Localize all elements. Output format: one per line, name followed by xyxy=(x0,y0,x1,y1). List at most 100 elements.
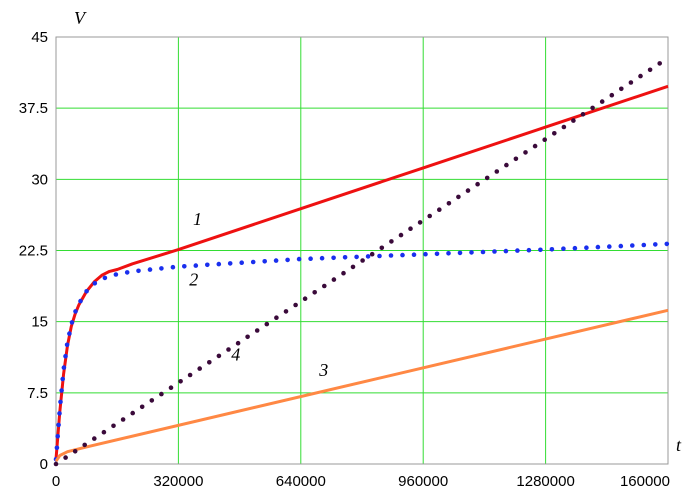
series-2-point xyxy=(73,309,78,314)
series-2-point xyxy=(69,320,75,325)
series-4-point xyxy=(628,80,634,85)
series-2-point xyxy=(630,243,635,248)
series-4-point xyxy=(302,296,308,302)
y-tick-labels: 0 7.5 15 22.5 30 37.5 45 xyxy=(19,29,48,473)
series-2-point xyxy=(55,434,60,439)
series-2-point xyxy=(607,244,612,249)
series-4-point xyxy=(542,137,547,142)
curve-label-4: 4 xyxy=(231,345,240,365)
series-2-point xyxy=(67,331,72,336)
y-tick-label: 7.5 xyxy=(27,385,48,402)
series-4-point xyxy=(322,283,327,289)
curve-label-1: 1 xyxy=(193,209,202,229)
series-2-point xyxy=(526,247,532,253)
x-tick-label: 960000 xyxy=(398,473,448,490)
series-2-point xyxy=(411,252,417,257)
series-2-point xyxy=(262,259,268,264)
series-2-point xyxy=(388,253,394,258)
series-2-point xyxy=(549,247,555,252)
series-4-point xyxy=(293,302,298,308)
series-2-point xyxy=(239,260,244,266)
series-4-point xyxy=(341,270,346,276)
series-2-point xyxy=(182,264,187,269)
x-tick-label: 160000 xyxy=(620,473,670,490)
curve-label-2: 2 xyxy=(189,270,198,290)
series-2-point xyxy=(159,266,164,271)
series-2-point xyxy=(61,365,67,370)
series-4-point xyxy=(350,264,356,270)
series-4-point xyxy=(207,360,212,365)
series-4-point xyxy=(427,213,433,219)
series-2-point xyxy=(595,244,601,250)
series-4-point xyxy=(398,232,404,238)
series-2-point xyxy=(60,376,65,382)
curve-labels: 1 2 3 4 xyxy=(189,209,328,380)
series-2-point xyxy=(457,250,463,256)
series-4-point xyxy=(187,372,193,378)
curve-label-3: 3 xyxy=(318,360,328,380)
series-2-point xyxy=(365,254,371,259)
series-4-point xyxy=(619,86,624,92)
series-2-point xyxy=(434,251,440,257)
series-4-point xyxy=(63,455,68,460)
series-4-point xyxy=(504,162,509,168)
series-4-point xyxy=(245,334,250,340)
plot-frame xyxy=(55,36,669,465)
y-axis-title: V xyxy=(74,8,87,28)
series-4-point xyxy=(379,245,385,251)
x-tick-label: 320000 xyxy=(153,473,203,490)
series-2-point xyxy=(538,247,543,253)
series-2-point xyxy=(423,251,428,257)
series-2-point xyxy=(469,250,474,255)
series-4-point xyxy=(657,61,662,66)
series-3-line xyxy=(54,308,669,463)
series-2-point xyxy=(653,242,658,247)
series-2-point xyxy=(57,411,62,416)
series-2-point xyxy=(561,246,566,251)
series-2-point xyxy=(572,245,578,251)
series-4-dots xyxy=(53,61,662,467)
y-tick-label: 37.5 xyxy=(19,100,48,117)
series-2-point xyxy=(124,270,130,275)
series-4-point xyxy=(130,410,135,416)
series-4-point xyxy=(609,92,615,98)
series-4-point xyxy=(369,251,375,257)
series-1-line xyxy=(54,84,669,460)
series-2-dots xyxy=(53,241,670,462)
series-2-point xyxy=(492,249,497,254)
series-4-point xyxy=(417,220,423,225)
series-2-point xyxy=(102,275,108,281)
series-4-point xyxy=(446,201,452,206)
series-2-point xyxy=(54,445,60,451)
x-tick-label: 0 xyxy=(52,473,60,490)
series-2-point xyxy=(58,399,63,405)
series-2-point xyxy=(515,248,520,253)
series-2-point xyxy=(354,254,359,260)
series-2-point xyxy=(63,353,68,359)
series-2-point xyxy=(147,267,153,272)
series-2-point xyxy=(64,342,70,348)
series-4-point xyxy=(513,156,519,162)
series-4-point xyxy=(561,124,567,130)
series-4-point xyxy=(331,277,337,282)
series-4-point xyxy=(408,226,413,231)
series-4-point xyxy=(437,207,442,212)
series-4-point xyxy=(82,442,87,448)
series-2-point xyxy=(296,256,302,262)
series-2-point xyxy=(216,261,222,267)
series-2-point xyxy=(664,241,670,247)
series-4-point xyxy=(168,385,174,391)
series-2-point xyxy=(503,248,509,254)
series-4-point xyxy=(580,112,586,117)
series-4-point xyxy=(484,175,490,181)
grid xyxy=(56,37,668,464)
y-tick-label: 30 xyxy=(31,171,48,188)
series-2-point xyxy=(342,254,348,260)
x-tick-label: 640000 xyxy=(276,473,326,490)
series-4-point xyxy=(647,67,653,73)
series-2-point xyxy=(377,253,382,259)
series-4-point xyxy=(72,449,78,454)
series-4-point xyxy=(599,99,605,104)
series-2-point xyxy=(56,422,61,428)
series-2-point xyxy=(193,263,199,268)
